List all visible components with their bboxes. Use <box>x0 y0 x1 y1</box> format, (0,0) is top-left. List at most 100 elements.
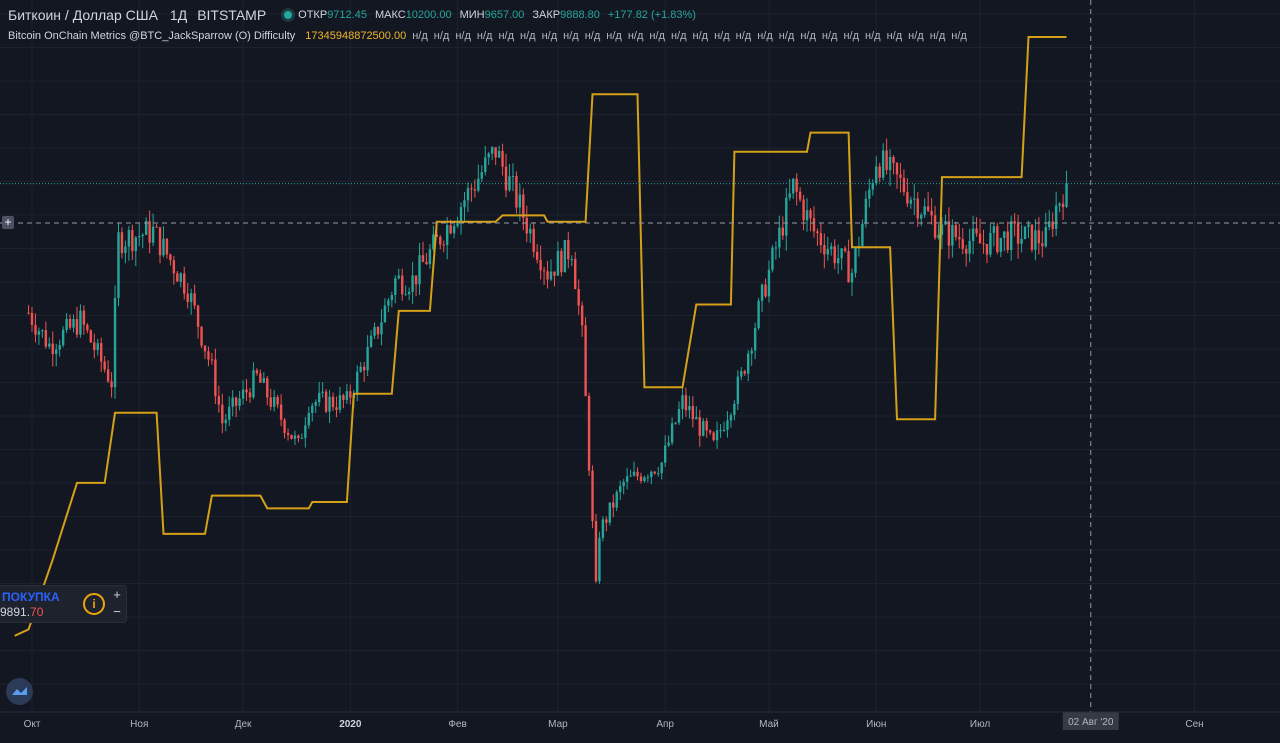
candle-body <box>702 421 705 436</box>
buy-label[interactable]: ПОКУПКА <box>2 590 60 604</box>
interval-label[interactable]: 1Д <box>169 7 188 23</box>
time-axis-tick-label: Фев <box>448 719 466 730</box>
open-label: ОТКР <box>298 9 328 21</box>
indicator-na-value: н/д <box>735 30 752 42</box>
candle-body <box>494 147 497 158</box>
indicator-na-value: н/д <box>929 30 946 42</box>
candle-body <box>1030 224 1034 250</box>
high-label: МАКС <box>374 9 406 21</box>
candle-body <box>587 396 591 471</box>
candle-body <box>767 269 771 297</box>
candle-body <box>875 166 878 184</box>
candle-body <box>619 486 622 492</box>
candle-body <box>757 300 760 329</box>
candle-body <box>103 361 106 370</box>
candle-body <box>110 381 113 388</box>
candle-body <box>823 245 826 255</box>
candle-body <box>902 177 906 193</box>
candle-body <box>241 389 245 399</box>
candle-body <box>51 343 54 355</box>
candle-body <box>221 404 224 424</box>
candle-body <box>345 391 349 400</box>
quantity-decrease-button[interactable]: − <box>113 604 121 619</box>
candle-body <box>144 221 148 235</box>
candle-body <box>639 476 643 482</box>
tradingview-logo-icon[interactable] <box>6 678 33 705</box>
candle-body <box>625 476 629 482</box>
candle-body <box>373 326 376 336</box>
candle-body <box>387 300 390 306</box>
candle-body <box>989 232 992 255</box>
candle-body <box>598 537 601 582</box>
indicator-na-value: н/д <box>627 30 644 42</box>
info-icon[interactable]: i <box>83 593 105 615</box>
crosshair-add-button[interactable]: + <box>2 216 14 229</box>
candle-body <box>840 248 843 259</box>
symbol-name[interactable]: Биткоин / Доллар США <box>8 7 158 23</box>
candle-body <box>113 297 117 388</box>
candle-body <box>871 183 874 190</box>
candle-body <box>798 191 802 200</box>
candle-body <box>124 246 127 254</box>
candle-body <box>214 359 217 397</box>
buy-order-panel[interactable]: ПОКУПКА 9891.70 i + − <box>0 585 127 623</box>
candle-body <box>504 166 508 191</box>
candle-body <box>622 481 625 487</box>
candle-body <box>836 258 840 264</box>
candle-body <box>470 188 473 190</box>
indicator-name[interactable]: Bitcoin OnChain Metrics @BTC_JackSparrow… <box>8 30 296 42</box>
candle-body <box>452 226 456 234</box>
candle-body <box>1048 221 1051 228</box>
candle-body <box>885 150 888 171</box>
indicator-na-value: н/д <box>843 30 860 42</box>
candle-body <box>390 294 394 301</box>
candle-body <box>715 430 719 441</box>
candle-body <box>961 239 964 249</box>
candle-body <box>708 430 712 433</box>
candle-body <box>162 238 165 256</box>
candle-body <box>96 343 99 351</box>
candle-body <box>525 217 528 234</box>
candle-body <box>394 278 397 295</box>
candle-body <box>245 389 248 393</box>
candle-body <box>663 445 667 463</box>
symbol-legend: Биткоин / Доллар США 1Д BITSTAMP ОТКР 971… <box>8 7 704 23</box>
candle-body <box>843 248 847 251</box>
candle-body <box>439 236 442 245</box>
candle-body <box>1027 224 1030 227</box>
candle-body <box>30 312 34 325</box>
quantity-increase-button[interactable]: + <box>113 587 121 602</box>
indicator-na-value: н/д <box>670 30 687 42</box>
candle-body <box>411 275 414 292</box>
candle-body <box>155 226 158 228</box>
candle-body <box>577 289 580 306</box>
candle-body <box>276 396 279 405</box>
candle-body <box>362 366 366 371</box>
buy-price[interactable]: 9891.70 <box>0 605 43 619</box>
crosshair-date-box <box>1062 712 1119 730</box>
market-status-icon <box>284 11 293 19</box>
candle-body <box>529 228 532 234</box>
candle-body <box>255 370 259 374</box>
candle-body <box>286 432 290 435</box>
candle-body <box>262 378 266 383</box>
candle-body <box>726 420 729 430</box>
candle-body <box>958 237 961 240</box>
candle-body <box>1054 205 1058 229</box>
candle-body <box>1020 238 1023 244</box>
candle-body <box>356 371 359 395</box>
candle-body <box>615 491 618 508</box>
candle-body <box>913 198 916 200</box>
candle-body <box>200 326 203 346</box>
candle-body <box>317 392 321 403</box>
candle-body <box>1034 230 1037 250</box>
indicator-na-value: н/д <box>714 30 730 42</box>
candle-body <box>466 188 470 201</box>
candle-body <box>515 176 518 208</box>
indicator-na-value: н/д <box>476 30 493 42</box>
candle-body <box>951 225 954 246</box>
candle-body <box>266 378 269 398</box>
candle-body <box>141 234 144 237</box>
candle-body <box>781 227 785 236</box>
